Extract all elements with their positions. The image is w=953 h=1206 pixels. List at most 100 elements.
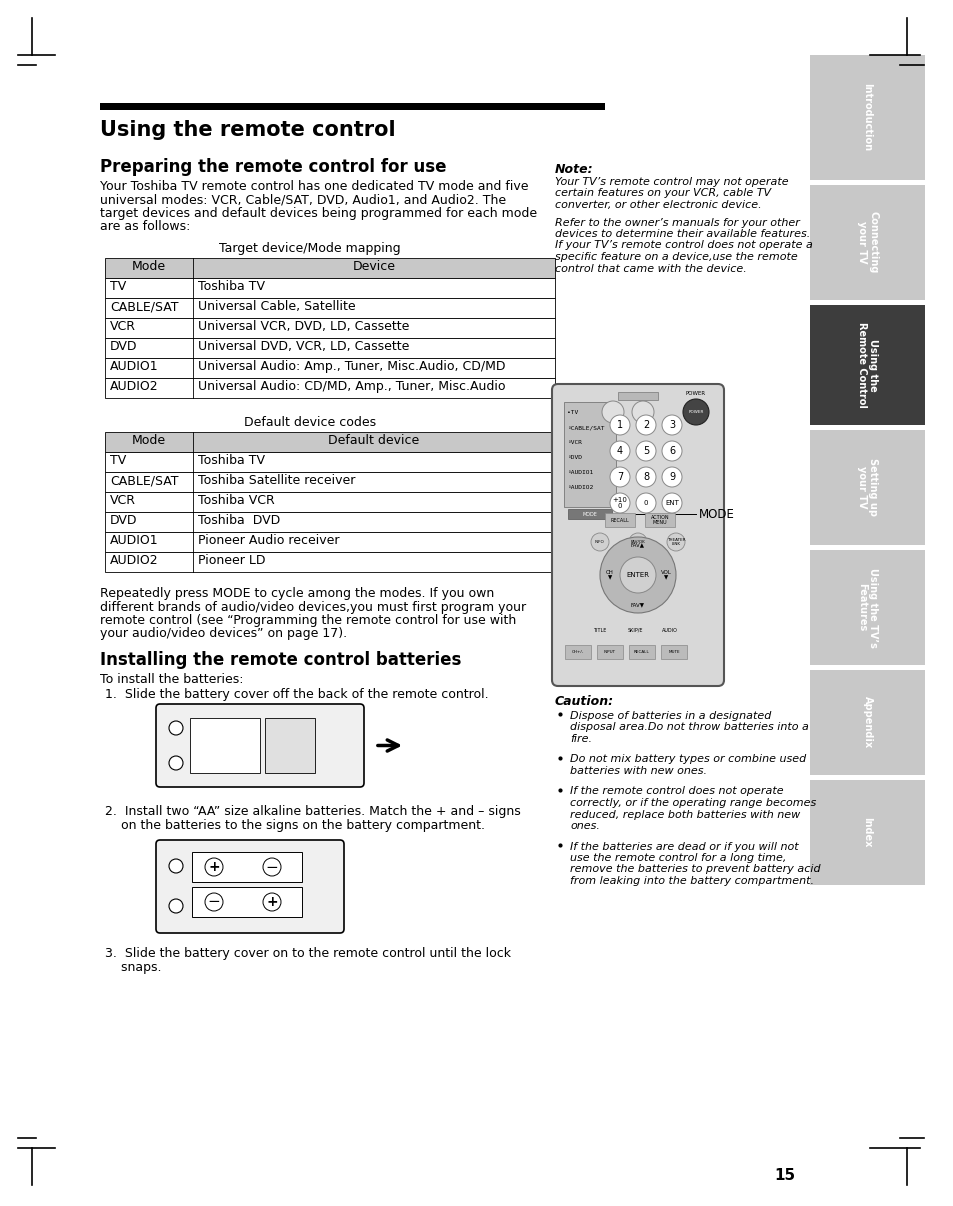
FancyBboxPatch shape	[552, 384, 723, 686]
Text: POWER: POWER	[688, 410, 703, 414]
Text: batteries with new ones.: batteries with new ones.	[569, 766, 706, 775]
Text: converter, or other electronic device.: converter, or other electronic device.	[555, 200, 760, 210]
Circle shape	[609, 415, 629, 435]
Text: 2: 2	[642, 420, 648, 431]
Text: devices to determine their available features.: devices to determine their available fea…	[555, 229, 809, 239]
Text: 7: 7	[617, 472, 622, 482]
Bar	[618, 392, 658, 400]
Text: AUDIO1: AUDIO1	[110, 361, 158, 373]
Bar	[604, 513, 635, 527]
Text: Note:: Note:	[555, 163, 593, 176]
Circle shape	[661, 441, 681, 461]
Text: INPUT: INPUT	[603, 650, 616, 654]
Text: on the batteries to the signs on the battery compartment.: on the batteries to the signs on the bat…	[105, 819, 484, 831]
Bar	[105, 338, 555, 358]
Text: RECALL: RECALL	[610, 517, 629, 522]
Text: POWER: POWER	[685, 391, 705, 396]
Text: +: +	[208, 860, 219, 874]
Text: TV: TV	[110, 280, 126, 293]
Text: RECALL: RECALL	[634, 650, 649, 654]
Circle shape	[263, 892, 281, 911]
Circle shape	[169, 898, 183, 913]
Text: FAV▼: FAV▼	[630, 603, 644, 608]
FancyBboxPatch shape	[156, 841, 344, 933]
Text: Toshiba Satellite receiver: Toshiba Satellite receiver	[198, 474, 355, 487]
Circle shape	[609, 467, 629, 487]
Text: Universal DVD, VCR, LD, Cassette: Universal DVD, VCR, LD, Cassette	[198, 340, 409, 353]
Text: Introduction: Introduction	[862, 83, 872, 152]
Text: Universal Audio: CD/MD, Amp., Tuner, Misc.Audio: Universal Audio: CD/MD, Amp., Tuner, Mis…	[198, 380, 505, 393]
Text: Do not mix battery types or combine used: Do not mix battery types or combine used	[569, 755, 805, 765]
Bar	[809, 550, 924, 665]
Circle shape	[609, 441, 629, 461]
Text: 15: 15	[774, 1167, 795, 1183]
Text: AUDIO: AUDIO	[661, 627, 678, 632]
Text: FAV/OK: FAV/OK	[630, 540, 644, 544]
Text: Pioneer LD: Pioneer LD	[198, 554, 265, 567]
Text: snaps.: snaps.	[105, 960, 161, 973]
Bar	[105, 258, 555, 279]
Text: AUDIO1: AUDIO1	[110, 534, 158, 548]
Text: CH
▼: CH ▼	[605, 569, 614, 580]
Text: Mode: Mode	[132, 260, 166, 273]
Text: specific feature on a device,use the remote: specific feature on a device,use the rem…	[555, 252, 797, 262]
Bar	[105, 492, 555, 513]
Text: If your TV’s remote control does not operate a: If your TV’s remote control does not ope…	[555, 240, 812, 251]
Text: Pioneer Audio receiver: Pioneer Audio receiver	[198, 534, 339, 548]
Text: CABLE/SAT: CABLE/SAT	[110, 300, 178, 314]
Circle shape	[599, 537, 676, 613]
Text: 1.  Slide the battery cover off the back of the remote control.: 1. Slide the battery cover off the back …	[105, 687, 488, 701]
Text: ◦DVD: ◦DVD	[566, 455, 581, 459]
Text: Toshiba  DVD: Toshiba DVD	[198, 514, 280, 527]
Text: FAV▲: FAV▲	[630, 543, 644, 548]
Bar	[105, 298, 555, 318]
Bar	[105, 318, 555, 338]
Text: Preparing the remote control for use: Preparing the remote control for use	[100, 158, 446, 176]
Text: AUDIO2: AUDIO2	[110, 554, 158, 567]
Text: ENT: ENT	[664, 500, 679, 507]
Text: 3: 3	[668, 420, 675, 431]
Text: •TV: •TV	[566, 410, 578, 415]
Text: Universal Audio: Amp., Tuner, Misc.Audio, CD/MD: Universal Audio: Amp., Tuner, Misc.Audio…	[198, 361, 505, 373]
Text: Using the remote control: Using the remote control	[100, 121, 395, 140]
Bar	[105, 279, 555, 298]
Bar	[192, 886, 302, 917]
Text: −: −	[265, 860, 278, 874]
Bar	[644, 513, 675, 527]
Text: CABLE/SAT: CABLE/SAT	[110, 474, 178, 487]
Bar	[105, 552, 555, 572]
Bar	[105, 532, 555, 552]
Text: Using the TV’s
Features: Using the TV’s Features	[856, 568, 878, 648]
Bar	[105, 377, 555, 398]
Text: remote control (see “Programming the remote control for use with: remote control (see “Programming the rem…	[100, 614, 516, 627]
Bar	[105, 452, 555, 472]
Text: INFO: INFO	[595, 540, 604, 544]
Text: THEATER
LINK: THEATER LINK	[666, 538, 684, 546]
Text: Your TV’s remote control may not operate: Your TV’s remote control may not operate	[555, 177, 788, 187]
Text: are as follows:: are as follows:	[100, 221, 191, 234]
Circle shape	[682, 399, 708, 425]
Bar	[809, 185, 924, 300]
Text: Setting up
your TV: Setting up your TV	[856, 458, 878, 516]
Text: Target device/Mode mapping: Target device/Mode mapping	[219, 242, 400, 254]
Text: Default device codes: Default device codes	[244, 416, 375, 429]
Text: VCR: VCR	[110, 320, 136, 333]
Bar	[809, 305, 924, 425]
Text: AUDIO2: AUDIO2	[110, 380, 158, 393]
Text: Toshiba TV: Toshiba TV	[198, 280, 265, 293]
Text: ENTER: ENTER	[626, 572, 649, 578]
Bar	[105, 432, 555, 452]
Text: different brands of audio/video devices,you must first program your: different brands of audio/video devices,…	[100, 601, 525, 614]
Text: Dispose of batteries in a designated: Dispose of batteries in a designated	[569, 712, 771, 721]
Circle shape	[636, 441, 656, 461]
Text: control that came with the device.: control that came with the device.	[555, 263, 746, 274]
Text: 0: 0	[643, 500, 648, 507]
Text: If the batteries are dead or if you will not: If the batteries are dead or if you will…	[569, 842, 798, 851]
Text: ◦CABLE/SAT: ◦CABLE/SAT	[566, 425, 604, 431]
Text: TV: TV	[110, 453, 126, 467]
Circle shape	[609, 493, 629, 513]
Bar	[105, 513, 555, 532]
Circle shape	[590, 533, 608, 551]
Bar	[265, 718, 314, 773]
Circle shape	[205, 892, 223, 911]
